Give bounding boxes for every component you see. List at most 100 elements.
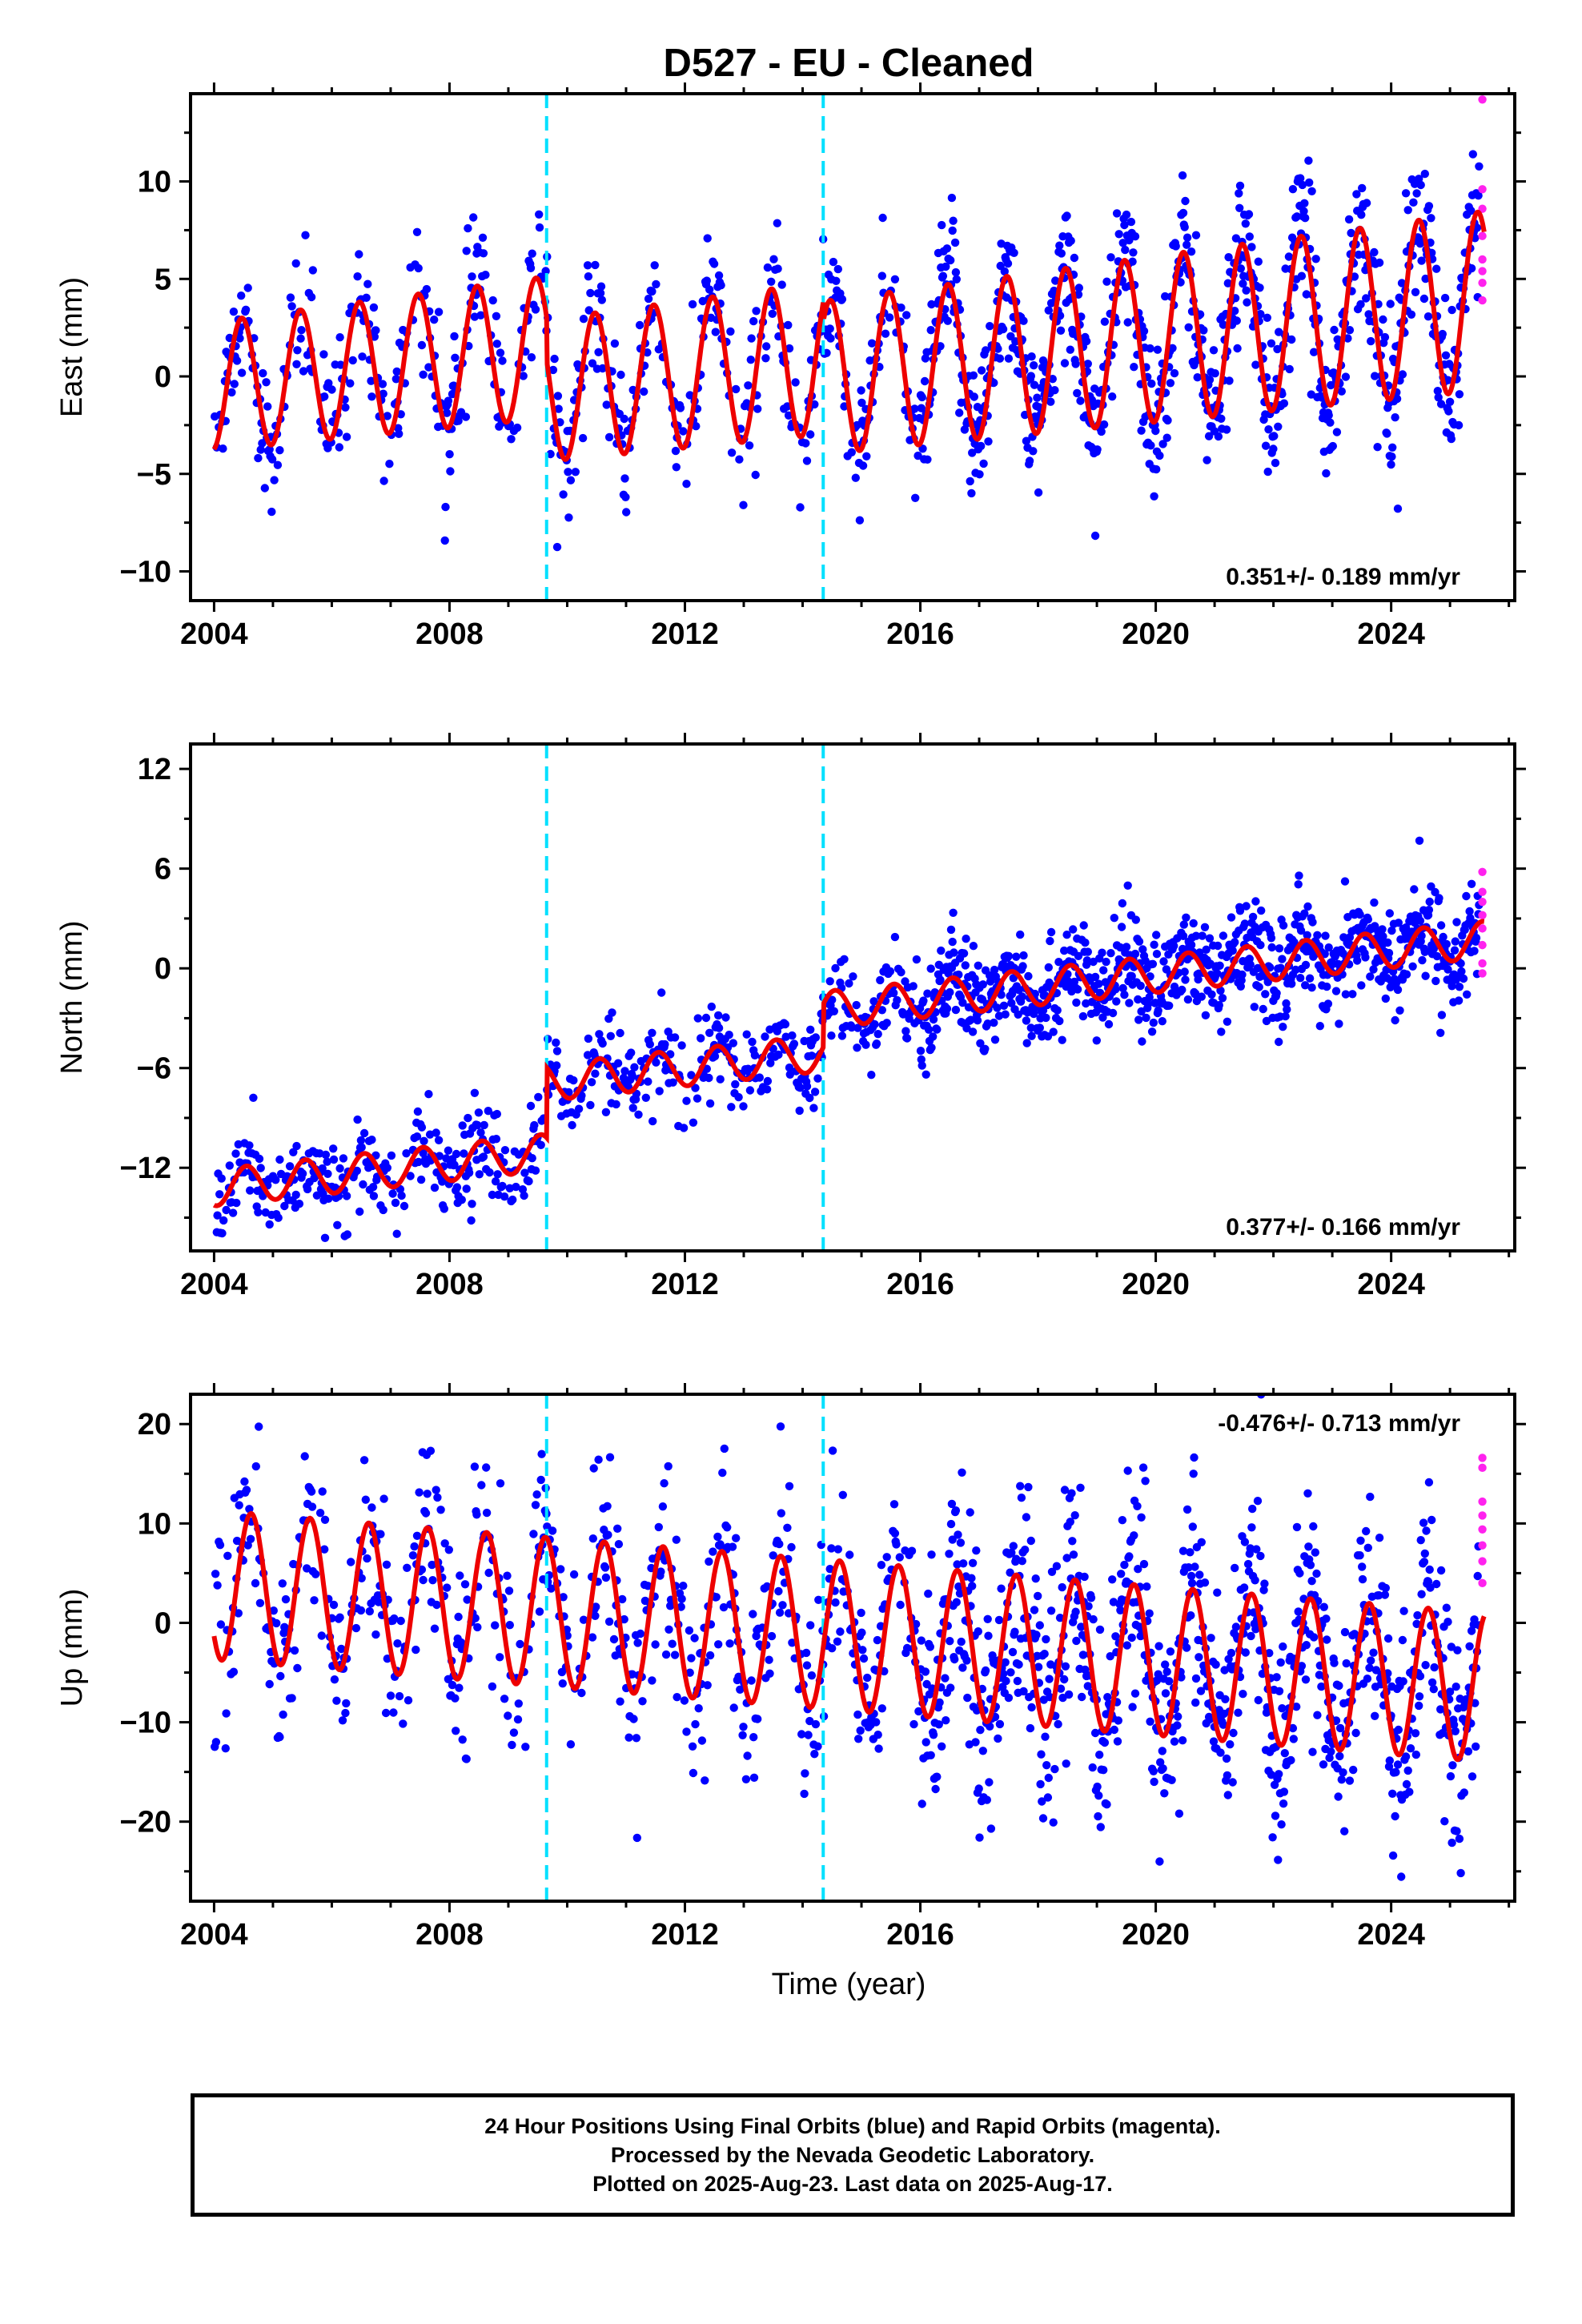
final-orbit-point <box>1127 1633 1136 1642</box>
final-orbit-point <box>1301 214 1310 223</box>
final-orbit-point <box>644 1077 652 1086</box>
final-orbit-point <box>320 392 329 401</box>
final-orbit-point <box>1161 1689 1170 1698</box>
final-orbit-point <box>1432 951 1442 961</box>
x-tick-label: 2020 <box>1122 1268 1190 1301</box>
final-orbit-point <box>1447 982 1456 991</box>
final-orbit-point <box>1014 1010 1022 1019</box>
final-orbit-point <box>1463 990 1472 999</box>
final-orbit-point <box>417 1123 427 1132</box>
final-orbit-point <box>470 1088 480 1098</box>
final-orbit-point <box>547 1584 556 1593</box>
final-orbit-point <box>1165 1677 1174 1686</box>
final-orbit-point <box>529 1530 538 1538</box>
final-orbit-point <box>1051 276 1060 285</box>
final-orbit-point <box>498 1181 507 1191</box>
final-orbit-point <box>628 1104 637 1112</box>
final-orbit-point <box>1139 327 1149 336</box>
final-orbit-point <box>1092 1036 1102 1045</box>
final-orbit-point <box>831 1598 840 1607</box>
final-orbit-point <box>1160 1789 1169 1798</box>
final-orbit-point <box>640 387 648 396</box>
rapid-orbit-point <box>1478 969 1487 978</box>
final-orbit-point <box>508 1195 517 1204</box>
final-orbit-point <box>1267 339 1276 348</box>
final-orbit-point <box>1301 960 1311 970</box>
final-orbit-point <box>1291 965 1300 975</box>
final-orbit-point <box>589 1464 598 1473</box>
final-orbit-point <box>246 1534 255 1544</box>
x-tick-label: 2008 <box>416 1918 484 1952</box>
final-orbit-point <box>1388 1789 1397 1798</box>
final-orbit-point <box>1167 1775 1176 1784</box>
final-orbit-point <box>997 991 1006 999</box>
final-orbit-point <box>472 1510 481 1519</box>
final-orbit-point <box>1261 990 1270 999</box>
final-orbit-point <box>1253 1497 1263 1506</box>
final-orbit-point <box>984 1631 993 1640</box>
final-orbit-point <box>620 414 628 424</box>
final-orbit-point <box>748 1037 757 1047</box>
final-orbit-point <box>594 1455 603 1464</box>
final-orbit-point <box>648 1676 656 1685</box>
final-orbit-point <box>731 1080 740 1089</box>
final-orbit-point <box>432 1486 440 1494</box>
final-orbit-point <box>1462 891 1471 901</box>
final-orbit-point <box>777 280 786 289</box>
final-orbit-point <box>1004 951 1014 961</box>
final-orbit-point <box>222 1205 231 1215</box>
final-orbit-point <box>1099 1766 1108 1775</box>
final-orbit-point <box>1439 932 1447 942</box>
final-orbit-point <box>335 1613 344 1622</box>
final-orbit-point <box>1027 352 1036 361</box>
final-orbit-point <box>434 308 444 316</box>
final-orbit-point <box>1263 313 1272 322</box>
final-orbit-point <box>564 468 572 476</box>
final-orbit-point <box>797 1730 806 1739</box>
final-orbit-point <box>1437 1011 1447 1019</box>
final-orbit-point <box>287 1694 296 1703</box>
rapid-orbit-point <box>1478 1541 1487 1550</box>
y-tick-label: −6 <box>137 1052 171 1086</box>
rapid-orbit-point <box>1478 185 1487 194</box>
final-orbit-point <box>1344 215 1354 224</box>
final-orbit-point <box>1446 1771 1456 1781</box>
x-tick-label: 2012 <box>651 617 719 651</box>
final-orbit-point <box>587 1078 596 1087</box>
final-orbit-point <box>896 1600 905 1610</box>
final-orbit-point <box>1397 279 1407 287</box>
final-orbit-point <box>1126 217 1136 227</box>
final-orbit-point <box>1317 1682 1326 1691</box>
final-orbit-points <box>211 94 1484 552</box>
final-orbit-point <box>559 1593 568 1602</box>
final-orbit-point <box>648 1028 656 1038</box>
final-orbit-point <box>982 1795 992 1804</box>
final-orbit-point <box>1308 1747 1317 1756</box>
final-orbit-point <box>414 263 423 273</box>
final-orbit-point <box>531 305 540 314</box>
final-orbit-point <box>1090 531 1100 541</box>
final-orbit-point <box>1256 310 1265 319</box>
final-orbit-point <box>1050 1764 1059 1774</box>
final-orbit-point <box>1319 1602 1329 1611</box>
final-orbit-point <box>1260 1579 1269 1588</box>
final-orbit-point <box>492 340 501 348</box>
final-orbit-point <box>1133 1502 1142 1511</box>
final-orbit-point <box>568 1120 576 1130</box>
final-orbit-point <box>942 244 952 253</box>
final-orbit-point <box>433 1493 442 1502</box>
y-tick-label: 6 <box>155 853 171 887</box>
final-orbit-point <box>716 1540 725 1549</box>
final-orbit-point <box>292 1141 301 1151</box>
final-orbit-point <box>1213 941 1223 951</box>
final-orbit-point <box>705 1028 714 1038</box>
final-orbit-point <box>1007 1548 1016 1558</box>
x-tick-label: 2016 <box>886 617 954 651</box>
final-orbit-point <box>958 998 967 1007</box>
final-orbit-point <box>1147 1027 1157 1036</box>
final-orbit-point <box>588 1534 597 1543</box>
final-orbit-point <box>278 1579 287 1588</box>
final-orbit-point <box>1251 897 1260 906</box>
rapid-orbit-point <box>1478 924 1487 933</box>
final-orbit-point <box>613 1059 623 1068</box>
